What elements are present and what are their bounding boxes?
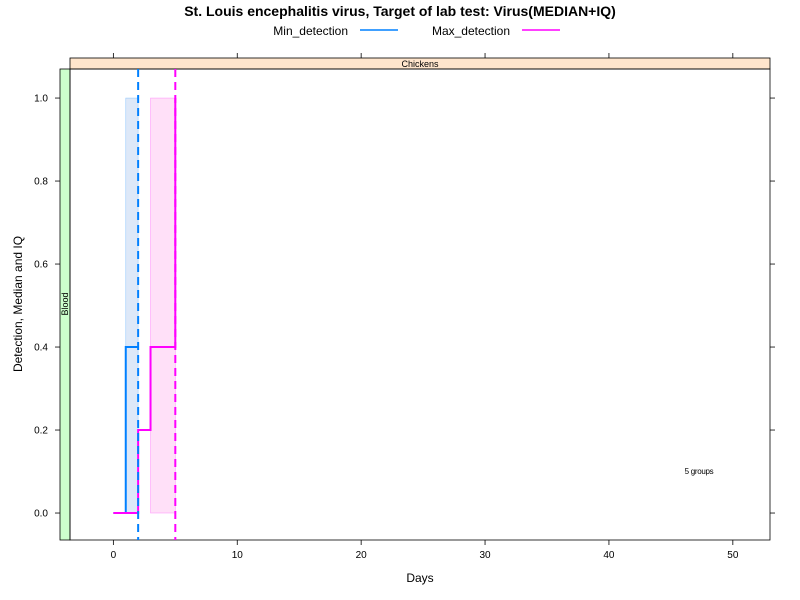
strip-top-label: Chickens — [401, 59, 439, 69]
legend: Min_detection Max_detection — [273, 24, 560, 38]
legend-label-min-detection: Min_detection — [273, 24, 348, 38]
y-tick-label-3: 0.6 — [34, 260, 48, 271]
x-axis-label: Days — [406, 571, 433, 585]
x-tick-label-5: 50 — [727, 550, 739, 561]
x-tick-label-0: 0 — [111, 550, 117, 561]
legend-label-max-detection: Max_detection — [432, 24, 510, 38]
x-tick-label-3: 30 — [479, 550, 491, 561]
series-lines — [113, 69, 177, 540]
y-tick-label-5: 1.0 — [34, 94, 48, 105]
plot-frame — [69, 68, 771, 541]
y-tick-label-4: 0.8 — [34, 177, 48, 188]
y-tick-label-0: 0.0 — [34, 509, 48, 520]
iq-band-0 — [125, 97, 139, 514]
x-tick-label-4: 40 — [603, 550, 615, 561]
axis-ticks: 0 10 20 30 40 50 0.0 0.2 0.4 0.6 0.8 1.0 — [34, 53, 775, 561]
y-tick-label-2: 0.4 — [34, 343, 48, 354]
x-tick-label-2: 20 — [356, 550, 368, 561]
y-axis-label: Detection, Median and IQ — [11, 236, 25, 372]
strip-left-label: Blood — [60, 292, 70, 315]
bands — [125, 97, 176, 514]
annotation-groups: 5 groups — [685, 467, 714, 476]
y-tick-label-1: 0.2 — [34, 426, 48, 437]
iq-band-1 — [150, 97, 176, 514]
chart-title: St. Louis encephalitis virus, Target of … — [184, 3, 616, 19]
x-tick-label-1: 10 — [232, 550, 244, 561]
